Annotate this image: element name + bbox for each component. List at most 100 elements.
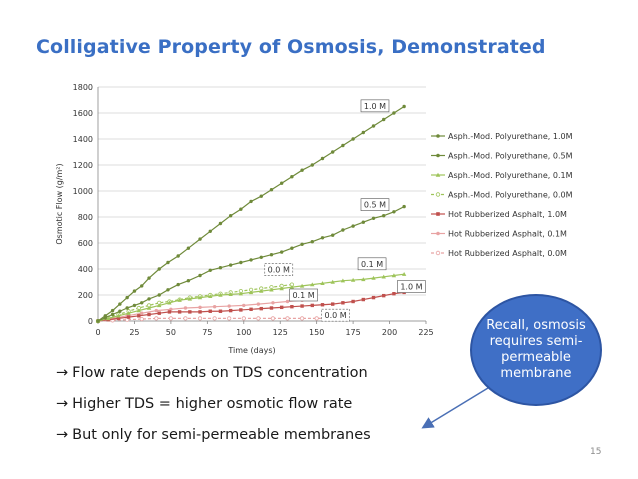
data-point <box>96 319 100 323</box>
y-tick-label: 400 <box>78 265 93 274</box>
data-point <box>279 181 284 185</box>
data-point <box>392 210 396 214</box>
x-tick-label: 225 <box>418 328 433 337</box>
data-point <box>140 301 144 305</box>
x-tick-label: 175 <box>345 328 360 337</box>
data-point <box>269 306 274 310</box>
data-point <box>435 250 441 256</box>
y-tick-label: 600 <box>78 239 93 248</box>
data-point <box>198 237 202 241</box>
data-point <box>238 291 244 296</box>
data-point <box>300 168 304 172</box>
data-point <box>106 316 111 321</box>
slide-title: Colligative Property of Osmosis, Demonst… <box>36 36 546 58</box>
data-point <box>116 313 121 318</box>
data-point <box>132 303 137 308</box>
data-point <box>147 276 151 280</box>
data-point <box>249 307 253 311</box>
data-point <box>241 316 246 321</box>
data-point <box>436 212 440 216</box>
data-point <box>147 312 151 317</box>
data-point <box>197 295 203 300</box>
data-point <box>269 188 274 192</box>
series-line <box>97 317 346 322</box>
data-point <box>402 204 406 209</box>
data-point <box>208 268 212 272</box>
data-point <box>314 316 319 321</box>
data-point <box>256 316 261 321</box>
data-point <box>279 305 284 310</box>
data-point <box>242 303 246 308</box>
data-point <box>157 293 161 297</box>
legend-label: Hot Rubberized Asphalt, 0.0M <box>448 249 567 258</box>
data-point <box>228 292 233 297</box>
data-point <box>290 305 294 309</box>
bullet-3: → But only for semi-permeable membranes <box>56 424 371 455</box>
data-point <box>381 274 386 279</box>
x-tick-label: 125 <box>273 328 288 337</box>
data-point <box>392 111 396 115</box>
data-point <box>361 220 366 224</box>
data-point <box>371 275 376 280</box>
data-point <box>401 272 407 276</box>
x-tick-label: 50 <box>166 328 176 337</box>
data-point <box>259 194 263 198</box>
data-point <box>227 316 232 321</box>
data-point <box>248 290 254 295</box>
data-point <box>212 316 217 321</box>
data-point <box>279 250 284 254</box>
x-tick-label: 25 <box>129 328 139 337</box>
data-point <box>125 295 129 300</box>
data-point <box>371 124 376 128</box>
data-point <box>382 214 386 218</box>
y-tick-label: 1800 <box>73 83 93 92</box>
annotation-label: 0.0 M <box>325 311 347 320</box>
data-point <box>110 308 115 313</box>
data-point <box>310 163 314 167</box>
data-point <box>239 260 243 265</box>
annotation-box <box>397 280 426 293</box>
data-point <box>285 299 290 304</box>
data-point <box>320 236 325 240</box>
data-point <box>157 311 161 315</box>
data-point <box>228 263 233 267</box>
y-tick-label: 1400 <box>73 135 93 144</box>
data-point <box>198 273 202 278</box>
data-point <box>371 216 376 220</box>
data-point <box>239 207 243 211</box>
data-point <box>186 279 191 283</box>
data-point <box>270 316 276 321</box>
data-point <box>157 303 162 308</box>
data-point <box>140 311 144 315</box>
data-point <box>218 309 223 313</box>
legend-label: Asph.-Mod. Polyurethane, 1.0M <box>448 132 573 141</box>
data-point <box>320 303 325 307</box>
data-point <box>310 282 315 287</box>
annotation-box <box>264 263 294 276</box>
data-point <box>269 287 274 292</box>
data-point <box>168 316 173 321</box>
data-point <box>183 316 188 321</box>
data-point <box>331 302 335 306</box>
data-point <box>126 311 131 315</box>
data-point <box>176 282 180 287</box>
y-tick-label: 0 <box>88 317 93 326</box>
annotation-box <box>360 99 390 113</box>
data-point <box>351 224 355 228</box>
data-point <box>435 192 441 197</box>
data-point <box>147 297 151 301</box>
data-point <box>290 246 294 250</box>
y-tick-label: 1600 <box>73 109 93 118</box>
data-point <box>154 308 159 313</box>
page-number: 15 <box>590 447 602 457</box>
data-point <box>177 310 182 314</box>
data-point <box>285 316 290 321</box>
data-point <box>341 301 345 305</box>
y-tick-label: 1200 <box>73 161 93 170</box>
data-point <box>154 316 159 321</box>
data-point <box>167 310 172 314</box>
series-line <box>97 273 405 322</box>
data-point <box>157 267 161 271</box>
annotation-label: 0.5 M <box>364 201 386 210</box>
